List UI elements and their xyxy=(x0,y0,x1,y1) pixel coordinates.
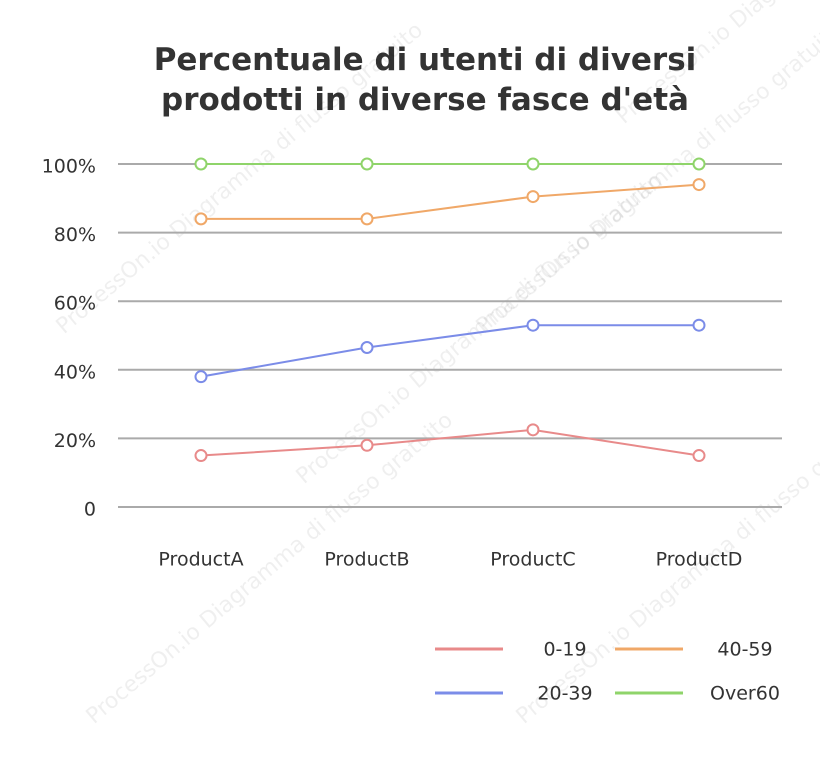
point xyxy=(692,318,706,332)
point xyxy=(194,212,208,226)
legend-label: Over60 xyxy=(710,683,780,705)
legend-label: 20-39 xyxy=(537,683,592,705)
x-tick-label: ProductB xyxy=(324,549,409,571)
point xyxy=(360,438,374,452)
watermark: ProcessOn.io Diagramma di flusso gratuit… xyxy=(52,18,428,339)
y-tick-label: 100% xyxy=(42,156,96,178)
x-tick-label: ProductA xyxy=(158,549,243,571)
y-tick-label: 60% xyxy=(54,293,96,315)
point xyxy=(692,178,706,192)
point xyxy=(526,423,540,437)
point xyxy=(360,212,374,226)
point xyxy=(360,157,374,171)
point xyxy=(194,370,208,384)
point xyxy=(194,449,208,463)
point xyxy=(360,341,374,355)
legend-label: 0-19 xyxy=(543,639,586,661)
series-line xyxy=(200,324,699,378)
y-tick-label: 80% xyxy=(54,224,96,246)
x-tick-label: ProductC xyxy=(490,549,575,571)
series-line xyxy=(201,183,700,220)
series-line xyxy=(200,428,700,457)
point xyxy=(526,318,540,332)
watermark: ProcessOn.io Diagramma di flusso gratuit… xyxy=(472,18,820,339)
point xyxy=(526,190,540,204)
x-tick-label: ProductD xyxy=(656,549,743,571)
point xyxy=(692,157,706,171)
chart-title: Percentuale di utenti di diversi prodott… xyxy=(153,42,697,118)
point xyxy=(526,157,540,171)
y-tick-label: 40% xyxy=(54,361,96,383)
legend-label: 40-59 xyxy=(717,639,772,661)
y-tick-label: 0 xyxy=(84,499,96,521)
point xyxy=(194,157,208,171)
point xyxy=(692,449,706,463)
y-tick-label: 20% xyxy=(54,430,96,452)
